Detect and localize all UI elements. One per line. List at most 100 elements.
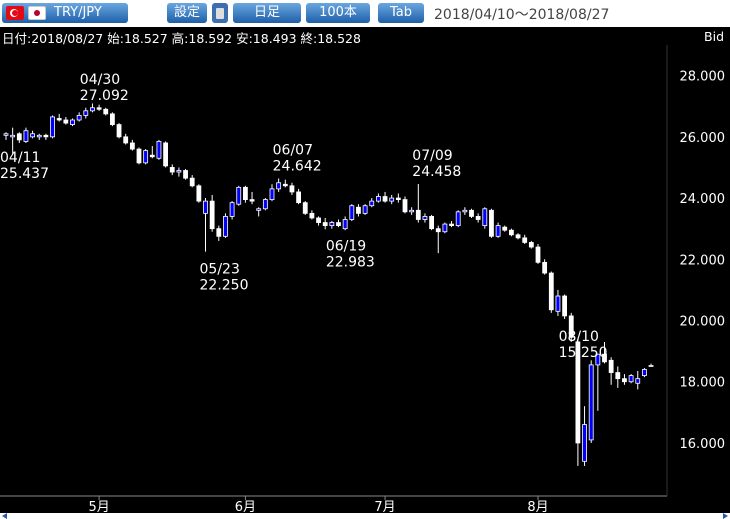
candle-body bbox=[555, 295, 561, 312]
candle-body bbox=[608, 359, 614, 373]
candle bbox=[123, 133, 129, 145]
candle bbox=[176, 167, 182, 177]
annotation-value: 22.250 bbox=[200, 278, 249, 294]
candle-body bbox=[83, 110, 89, 116]
interval-button[interactable]: 日足 bbox=[233, 3, 301, 23]
candle bbox=[56, 113, 62, 122]
candle bbox=[575, 338, 581, 466]
candle-body bbox=[475, 216, 481, 220]
candle bbox=[116, 123, 122, 139]
toolbar: TRY/JPY 設定 日足 100本 Tab 2018/04/10～2018/0… bbox=[0, 0, 730, 27]
ohlc-info: 日付:2018/08/27 始:18.527 高:18.592 安:18.493… bbox=[2, 31, 361, 46]
candle-body bbox=[469, 209, 474, 217]
candle-body bbox=[342, 219, 348, 230]
candle bbox=[10, 127, 16, 154]
candle bbox=[435, 225, 441, 254]
candle-body bbox=[63, 119, 69, 124]
candle bbox=[515, 233, 521, 240]
candle-body bbox=[495, 225, 501, 237]
scroll-right-icon[interactable] bbox=[723, 513, 728, 519]
candle bbox=[642, 367, 647, 378]
candle bbox=[402, 196, 408, 214]
candle bbox=[276, 178, 282, 192]
candle bbox=[489, 208, 494, 238]
candle-body bbox=[375, 196, 381, 202]
candle bbox=[149, 146, 155, 159]
annotation-date: 05/23 bbox=[200, 262, 240, 278]
tab-button[interactable]: Tab bbox=[378, 3, 424, 23]
candle-body bbox=[602, 353, 607, 363]
y-tick-label: 20.000 bbox=[680, 315, 726, 330]
candle bbox=[369, 198, 375, 208]
candle-body bbox=[249, 199, 255, 202]
candle bbox=[30, 130, 36, 139]
candle-body bbox=[382, 196, 388, 202]
candle bbox=[595, 353, 601, 411]
annotation-date: 04/30 bbox=[80, 72, 120, 88]
candle bbox=[136, 147, 142, 165]
horizontal-scrollbar[interactable] bbox=[0, 513, 730, 519]
currency-pair-selector[interactable]: TRY/JPY bbox=[2, 3, 128, 23]
candle bbox=[582, 406, 587, 466]
candle bbox=[256, 207, 262, 217]
bar-count-button[interactable]: 100本 bbox=[306, 3, 370, 23]
candle bbox=[96, 104, 102, 111]
scroll-left-icon[interactable] bbox=[2, 513, 7, 519]
candle-body bbox=[409, 209, 415, 213]
candle-body bbox=[289, 185, 295, 193]
annotations: 04/1125.43704/3027.09205/2322.25006/0724… bbox=[0, 72, 608, 361]
candle bbox=[635, 371, 641, 390]
japan-flag-icon bbox=[28, 6, 46, 20]
candle bbox=[615, 366, 621, 388]
annotation-date: 06/19 bbox=[326, 239, 366, 255]
candle-body bbox=[196, 185, 202, 202]
candle bbox=[36, 133, 42, 140]
candle-body bbox=[648, 365, 654, 367]
y-tick-label: 16.000 bbox=[680, 437, 726, 452]
candle-body bbox=[508, 229, 514, 236]
candle-body bbox=[502, 226, 508, 231]
candle-body bbox=[76, 115, 82, 121]
candle-body bbox=[415, 209, 421, 220]
candle-body bbox=[336, 222, 341, 227]
turkey-flag-icon bbox=[6, 6, 24, 20]
x-tick-label: 6月 bbox=[235, 500, 256, 513]
candle bbox=[442, 222, 448, 234]
y-tick-label: 22.000 bbox=[680, 253, 726, 268]
candle-body bbox=[449, 223, 454, 227]
settings-button[interactable]: 設定 bbox=[167, 3, 207, 23]
candle-body bbox=[129, 142, 135, 150]
candle bbox=[103, 107, 109, 116]
x-axis-ticks: 5月 6月 7月 8月 bbox=[88, 496, 549, 513]
candle-body bbox=[442, 223, 448, 233]
candle-body bbox=[36, 134, 42, 138]
candles bbox=[3, 103, 654, 466]
trash-icon[interactable] bbox=[212, 3, 228, 23]
candle bbox=[395, 193, 401, 203]
candle bbox=[542, 259, 548, 275]
candle-body bbox=[189, 177, 195, 187]
candle bbox=[628, 374, 634, 384]
candle bbox=[455, 210, 461, 228]
candle-body bbox=[595, 353, 601, 366]
candle bbox=[110, 112, 115, 127]
candle bbox=[602, 341, 607, 364]
candle-body bbox=[389, 197, 395, 202]
candle-body bbox=[575, 341, 581, 444]
date-range: 2018/04/10～2018/08/27 bbox=[434, 7, 610, 23]
candle bbox=[269, 184, 275, 202]
candle bbox=[203, 198, 208, 252]
candle-body bbox=[455, 211, 461, 227]
candle-body bbox=[216, 228, 222, 237]
candle bbox=[562, 294, 567, 319]
annotation-date: 07/09 bbox=[412, 148, 452, 164]
annotation-value: 15.250 bbox=[559, 345, 608, 361]
candle bbox=[349, 204, 355, 222]
candle-body bbox=[16, 133, 22, 141]
candle-body bbox=[236, 186, 242, 205]
candle bbox=[70, 118, 75, 127]
candle-body bbox=[203, 200, 208, 214]
candle bbox=[289, 182, 295, 195]
